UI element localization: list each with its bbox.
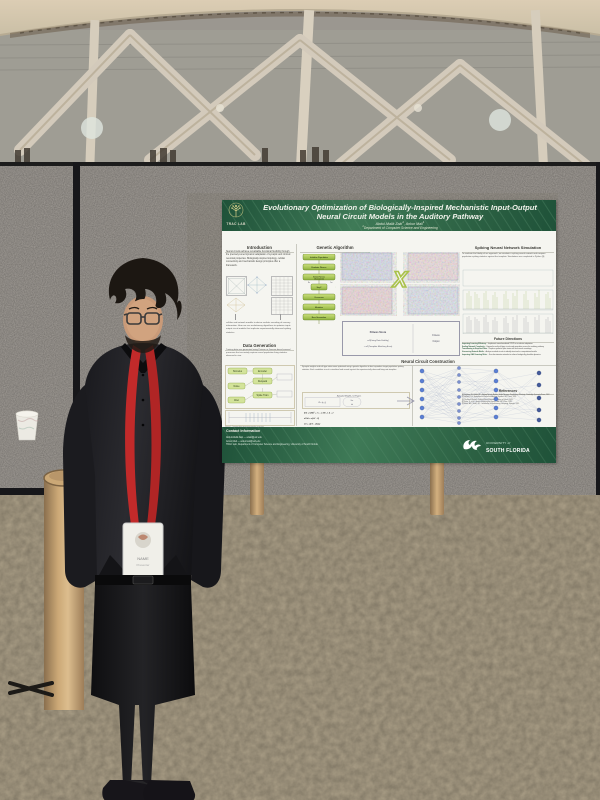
svg-text:Inh: Inh <box>351 404 353 406</box>
svg-text:Stimulus: Stimulus <box>233 370 243 373</box>
svg-text:Presenter: Presenter <box>136 563 149 567</box>
svg-text:UNIVERSITY of: UNIVERSITY of <box>486 441 511 445</box>
svg-text:X: X <box>391 267 409 292</box>
svg-text:Mutation: Mutation <box>315 306 324 309</box>
svg-text:Renewal: Renewal <box>258 380 268 383</box>
svg-text:Select Parents: Select Parents <box>313 275 325 278</box>
svg-text:Jitter: Jitter <box>234 399 239 402</box>
svg-text:New Generation: New Generation <box>312 316 327 319</box>
svg-text:Fitness Score: Fitness Score <box>370 331 387 334</box>
svg-text:Encoder: Encoder <box>258 370 267 373</box>
svg-text:Initialize Population: Initialize Population <box>310 256 329 259</box>
svg-text:Synaptic Weights, Cell Types: Synaptic Weights, Cell Types <box>337 395 361 398</box>
svg-text:f(V) = I(84)² + 7a + 2.39I - 1: f(V) = I(84)² + 7a + 2.39I - 1.4 + 2 <box>304 412 334 415</box>
svg-text:Evaluate Fitness: Evaluate Fitness <box>312 266 327 269</box>
svg-text:NAME: NAME <box>137 556 149 561</box>
svg-text:No: No <box>308 282 310 284</box>
svg-text:W = [w_ij]: W = [w_ij] <box>318 402 326 404</box>
svg-text:Crossover: Crossover <box>314 297 324 299</box>
svg-text:dU = a(bV - U)αβγ: dU = a(bV - U)αβγ <box>304 424 321 426</box>
svg-text:Output: Output <box>433 340 440 343</box>
svg-text:w1(Firing Rate Fidelity): w1(Firing Rate Fidelity) <box>367 339 389 342</box>
svg-text:Fitness: Fitness <box>432 334 440 337</box>
svg-text:dV/dt = a(bV - U): dV/dt = a(bV - U) <box>304 417 319 420</box>
svg-text:Exc: Exc <box>351 400 354 402</box>
svg-text:SOUTH FLORIDA: SOUTH FLORIDA <box>486 448 530 454</box>
svg-text:Stop?: Stop? <box>317 286 322 289</box>
svg-text:+ w2(Template Matching Error): + w2(Template Matching Error) <box>364 345 393 348</box>
svg-text:Spike Train: Spike Train <box>257 394 270 397</box>
svg-text:Noise: Noise <box>233 385 240 388</box>
svg-text:Yes: Yes <box>330 282 333 284</box>
